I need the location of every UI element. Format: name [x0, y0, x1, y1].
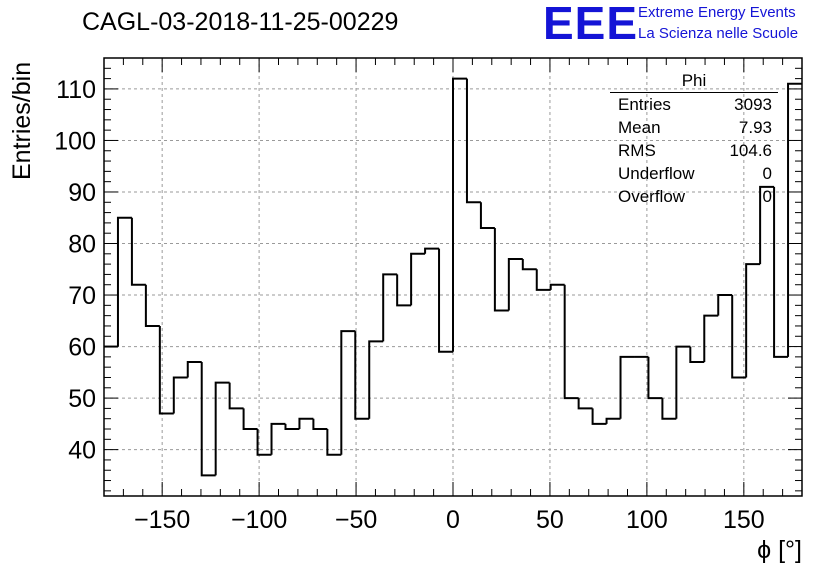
stats-row-entries: Entries 3093 — [610, 93, 778, 116]
y-tick-label: 110 — [56, 76, 96, 104]
histogram-bin — [452, 77, 467, 352]
x-tick-label: 0 — [446, 506, 460, 534]
histogram-bin — [396, 274, 412, 307]
histogram-bin — [619, 355, 635, 419]
histogram-bin — [549, 283, 565, 290]
histogram-bin — [438, 248, 453, 353]
y-tick-label: 90 — [68, 179, 96, 207]
histogram-bin — [382, 273, 398, 342]
logo-text-line-2: La Scienza nelle Scuole — [638, 25, 799, 42]
histogram-bin — [424, 247, 440, 254]
histogram-bin — [759, 185, 775, 265]
x-tick-label: −100 — [231, 506, 287, 534]
histogram-bin — [312, 418, 328, 431]
x-tick-label: 100 — [626, 506, 668, 534]
histogram-bin — [675, 345, 691, 419]
stats-value: 3093 — [734, 95, 772, 114]
stats-label: Mean — [618, 118, 661, 137]
stats-label: Overflow — [618, 187, 686, 206]
histogram-bin — [270, 422, 286, 455]
histogram-bin — [130, 217, 146, 286]
stats-row-mean: Mean 7.93 — [610, 116, 778, 139]
histogram-bin — [354, 331, 370, 420]
histogram-bin — [493, 228, 509, 312]
y-tick-label: 70 — [68, 282, 96, 310]
histogram-bin — [563, 284, 579, 400]
histogram-bin — [144, 284, 160, 327]
histogram-bin — [465, 78, 481, 204]
histogram-bin — [172, 376, 188, 414]
stats-row-underflow: Underflow 0 — [610, 162, 778, 185]
histogram-bin — [410, 252, 426, 306]
histogram-bin — [689, 346, 705, 364]
histogram-bin — [228, 382, 244, 410]
stats-box: Phi Entries 3093 Mean 7.93 RMS 104.6 Und… — [610, 70, 778, 208]
histogram-bin — [703, 314, 719, 363]
histogram-bin — [340, 330, 356, 455]
stats-value: 0 — [762, 187, 772, 206]
stats-value: 104.6 — [729, 141, 772, 160]
histogram-bin — [535, 269, 551, 291]
histogram-bin — [214, 381, 230, 476]
histogram-bin — [773, 186, 789, 358]
histogram-bin — [591, 408, 607, 425]
histogram-bin — [242, 408, 258, 431]
histogram-bin — [298, 417, 314, 430]
histogram-bin — [577, 398, 593, 410]
histogram-bin — [605, 417, 621, 424]
histogram-bin — [200, 362, 216, 477]
histogram-bin — [661, 398, 677, 420]
histogram-bin — [284, 423, 300, 431]
stats-label: RMS — [618, 141, 656, 160]
x-tick-label: −50 — [335, 506, 377, 534]
histogram-bin — [186, 361, 202, 378]
stats-row-rms: RMS 104.6 — [610, 139, 778, 162]
histogram-bin — [326, 429, 342, 456]
histogram-bin — [116, 216, 132, 347]
stats-label: Underflow — [618, 164, 695, 183]
y-tick-label: 100 — [54, 127, 96, 155]
x-tick-label: 50 — [536, 506, 564, 534]
histogram-bin — [158, 325, 174, 415]
stats-value: 7.93 — [738, 118, 772, 137]
histogram-bin — [479, 202, 495, 230]
eee-logo: EEE — [543, 0, 639, 49]
stats-title: Phi — [610, 70, 778, 93]
logo-text-line-1: Extreme Energy Events — [638, 4, 796, 21]
y-tick-label: 50 — [68, 385, 96, 413]
histogram-bin — [745, 263, 761, 378]
y-axis-label: Entries/bin — [8, 61, 36, 180]
stats-value: 0 — [762, 164, 772, 183]
y-tick-label: 40 — [68, 437, 96, 465]
stats-row-overflow: Overflow 0 — [610, 185, 778, 208]
histogram-bin — [717, 294, 733, 316]
y-tick-label: 80 — [68, 231, 96, 259]
y-tick-label: 60 — [68, 334, 96, 362]
histogram-bin — [521, 258, 537, 271]
histogram-bin — [256, 429, 272, 456]
stats-label: Entries — [618, 95, 671, 114]
chart-title: CAGL-03-2018-11-25-00229 — [82, 8, 399, 36]
histogram-bin — [787, 82, 802, 357]
x-tick-label: 150 — [723, 506, 765, 534]
histogram-bin — [731, 295, 747, 379]
x-tick-label: −150 — [134, 506, 190, 534]
histogram-bin — [368, 340, 384, 419]
histogram-bin — [507, 257, 523, 311]
histogram-bin — [647, 356, 663, 400]
x-axis-label: ϕ [°] — [757, 536, 802, 564]
